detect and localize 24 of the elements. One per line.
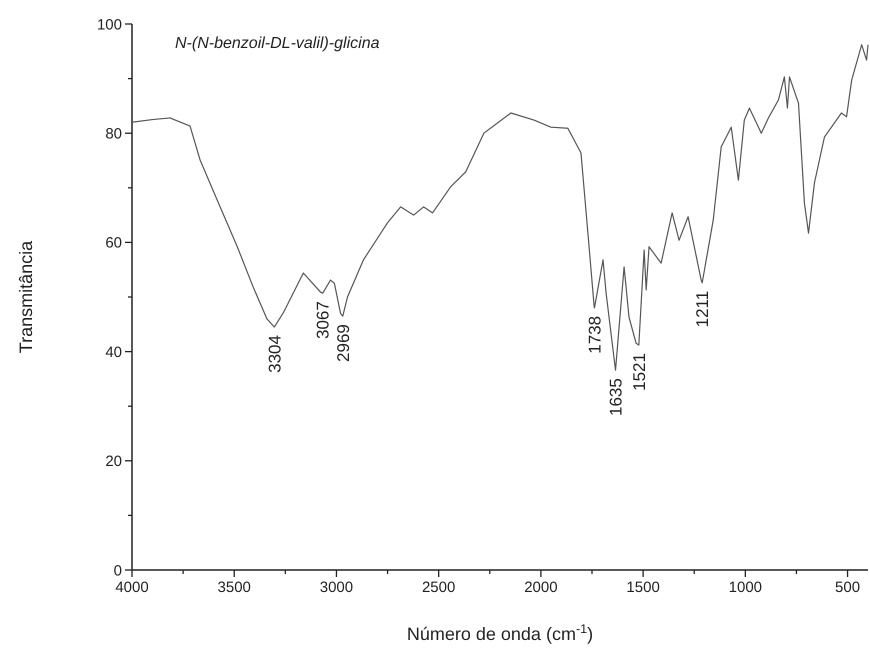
x-tick-label: 1000 — [728, 579, 762, 596]
y-tick-label: 60 — [105, 234, 122, 252]
x-tick-label: 500 — [835, 579, 860, 596]
x-axis-title: Número de onda (cm$^{-1}$) — [406, 622, 594, 644]
annotation: 1738 — [585, 316, 604, 354]
annotation: 3067 — [314, 301, 333, 340]
x-tick-label: 4000 — [115, 579, 149, 596]
annotation: 2969 — [334, 324, 353, 362]
y-tick-label: 100 — [96, 16, 122, 34]
y-tick-label: 40 — [105, 344, 122, 361]
x-tick-label: 3500 — [218, 579, 251, 596]
annotation: 1635 — [606, 378, 626, 416]
annotation: 1211 — [693, 290, 712, 328]
annotation: 3304 — [265, 335, 284, 373]
y-axis-title: Transmitância — [16, 240, 36, 354]
y-tick-label: 80 — [105, 125, 122, 142]
x-tick-label: 1500 — [626, 579, 660, 596]
x-tick-label: 2500 — [422, 579, 456, 596]
text: N-(N-benzoil-DL-valil)-glicina — [175, 35, 380, 52]
x-tick-label: 3000 — [320, 579, 354, 596]
x-tick-label: 2000 — [524, 579, 558, 596]
annotation: 1521 — [630, 353, 649, 391]
y-tick-label: 0 — [114, 562, 122, 580]
y-tick-label: 20 — [105, 453, 122, 470]
